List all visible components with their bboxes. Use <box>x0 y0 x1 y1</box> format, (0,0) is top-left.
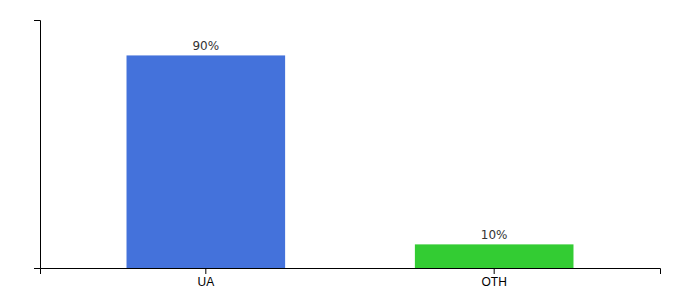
data-label: 90% <box>192 39 219 53</box>
x-tick: OTH <box>482 268 507 289</box>
x-tick-label: UA <box>197 275 214 289</box>
y-axis <box>34 21 41 269</box>
x-tick-mark <box>205 268 206 274</box>
chart: UA OTH 90% 10% <box>0 0 680 300</box>
data-label: 10% <box>481 228 508 242</box>
data-labels: 90% 10% <box>192 39 507 242</box>
bars <box>127 55 574 268</box>
x-tick-label: OTH <box>482 275 507 289</box>
y-axis-line <box>34 21 41 269</box>
plot: UA OTH 90% 10% <box>34 21 661 289</box>
x-axis-line <box>41 269 661 275</box>
x-tick-mark <box>494 268 495 274</box>
x-tick: UA <box>197 268 214 289</box>
bar <box>415 244 574 268</box>
bar <box>127 55 286 268</box>
x-axis: UA OTH <box>41 268 661 289</box>
